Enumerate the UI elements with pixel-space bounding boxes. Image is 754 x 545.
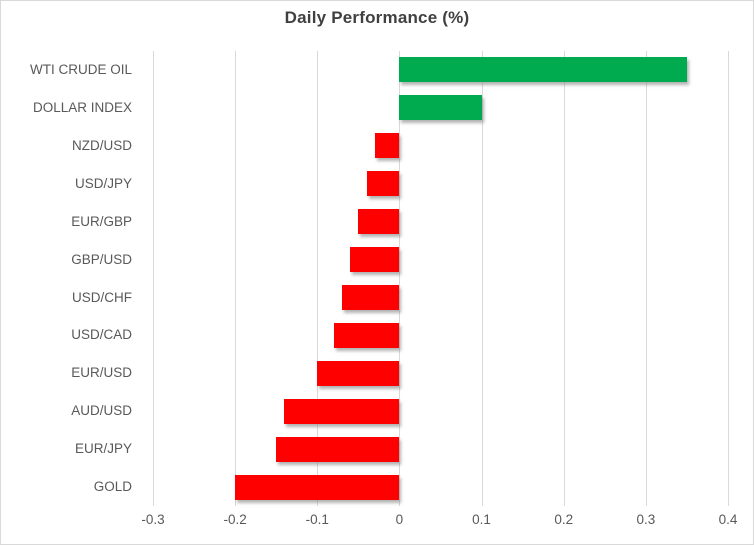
category-label-usd-jpy: USD/JPY	[74, 175, 132, 191]
gridline-x-0.4	[728, 51, 729, 506]
chart-title: Daily Performance (%)	[284, 8, 470, 27]
x-tick-label-0.1: 0.1	[472, 512, 491, 527]
gridline-x-0.1	[481, 51, 483, 506]
x-tick-label-0.2: 0.2	[554, 512, 574, 527]
category-label-wti-crude-oil: WTI CRUDE OIL	[29, 62, 132, 77]
x-tick-label-0.3: 0.3	[636, 512, 656, 527]
bar-eur-usd	[317, 360, 400, 386]
bar-eur-jpy	[276, 436, 400, 462]
x-tick-label-0: 0	[395, 512, 404, 527]
category-label-gold: GOLD	[93, 479, 132, 495]
bar-dollar-index	[399, 95, 482, 121]
bar-usd-jpy	[366, 171, 400, 197]
gridline-x-0.3	[645, 51, 647, 506]
category-label-dollar-index: DOLLAR INDEX	[32, 99, 132, 115]
bar-gold	[235, 474, 400, 500]
x-tick-label--0.2: -0.2	[223, 512, 247, 527]
bar-usd-cad	[333, 322, 400, 348]
gridline-x-0	[399, 51, 401, 506]
bar-gbp-usd	[350, 247, 400, 273]
bar-eur-gbp	[358, 209, 400, 235]
category-label-usd-cad: USD/CAD	[71, 327, 132, 343]
gridline-x--0.3	[153, 51, 154, 506]
gridline-x-0.2	[563, 51, 565, 506]
category-label-aud-usd: AUD/USD	[71, 403, 132, 419]
category-label-nzd-usd: NZD/USD	[72, 137, 132, 153]
category-label-eur-jpy: EUR/JPY	[74, 441, 132, 457]
category-label-eur-usd: EUR/USD	[71, 365, 132, 381]
bar-usd-chf	[341, 284, 400, 310]
plot-area	[153, 51, 729, 506]
x-tick-label-0.4: 0.4	[718, 512, 738, 527]
category-label-gbp-usd: GBP/USD	[71, 251, 132, 267]
bar-aud-usd	[284, 398, 400, 424]
category-label-eur-gbp: EUR/GBP	[71, 213, 132, 229]
x-tick-label--0.1: -0.1	[305, 512, 329, 527]
category-label-usd-chf: USD/CHF	[72, 289, 132, 305]
gridline-x--0.1	[317, 51, 319, 506]
bar-nzd-usd	[374, 133, 400, 159]
bar-wti-crude-oil	[399, 57, 687, 83]
gridline-x--0.2	[235, 51, 237, 506]
x-tick-label--0.3: -0.3	[141, 512, 165, 527]
